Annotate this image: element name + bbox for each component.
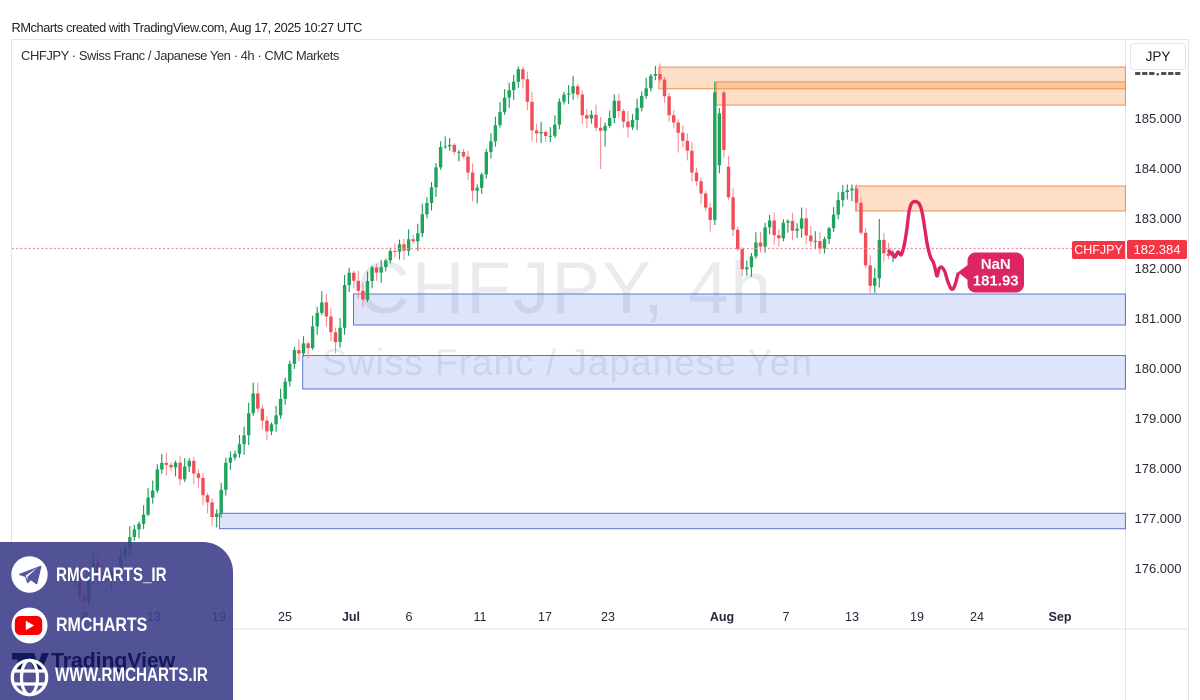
svg-text:181.93: 181.93 (973, 273, 1019, 290)
svg-text:TradingView: TradingView (51, 650, 176, 673)
svg-text:NaN: NaN (981, 256, 1011, 273)
